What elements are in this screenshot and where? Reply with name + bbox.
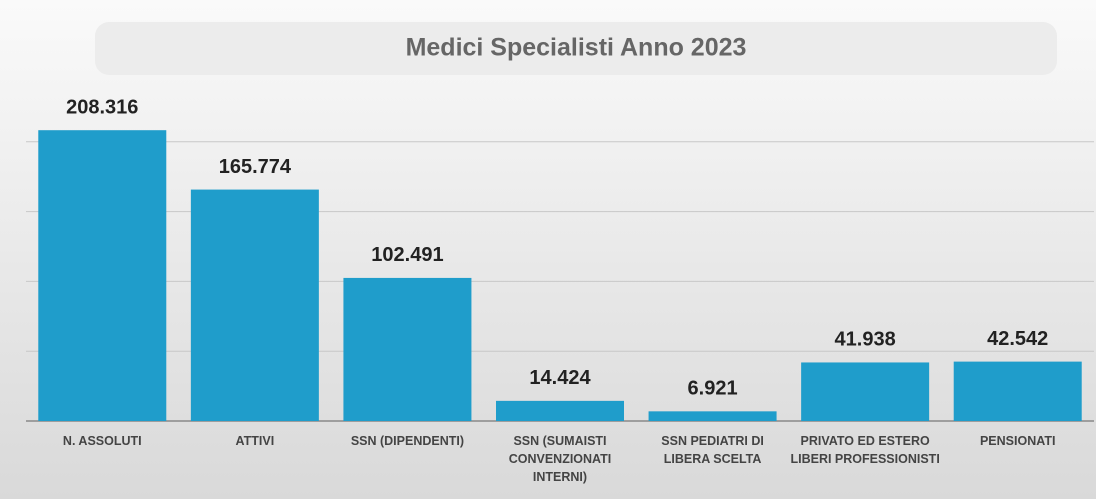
x-tick-label: SSN (DIPENDENTI) xyxy=(350,434,465,448)
x-tick-label: N. ASSOLUTI xyxy=(62,434,142,448)
x-tick-label: ATTIVI xyxy=(235,434,275,448)
value-label: 6.921 xyxy=(688,378,738,400)
x-tick-label: PENSIONATI xyxy=(979,434,1056,448)
value-label: 42.542 xyxy=(987,328,1048,350)
value-label: 165.774 xyxy=(219,156,292,178)
bar xyxy=(38,130,167,421)
bar xyxy=(496,400,624,421)
x-tick-label: PRIVATO ED ESTERO LIBERI PROFESSIONISTI xyxy=(790,434,940,466)
x-tick-label: SSN (SUMAISTI CONVENZIONATI INTERNI) xyxy=(508,434,612,484)
value-label: 41.938 xyxy=(835,329,896,351)
bar xyxy=(648,411,777,421)
value-label: 14.424 xyxy=(529,367,591,389)
x-tick-label: SSN PEDIATRI DI LIBERA SCELTA xyxy=(661,434,764,466)
bar xyxy=(343,277,472,421)
bar xyxy=(190,189,319,421)
value-label: 102.491 xyxy=(371,244,443,266)
bar xyxy=(801,362,930,421)
bar xyxy=(953,361,1082,421)
value-label: 208.316 xyxy=(66,96,138,118)
chart-title: Medici Specialisti Anno 2023 xyxy=(406,34,747,62)
title-box xyxy=(95,22,1057,75)
